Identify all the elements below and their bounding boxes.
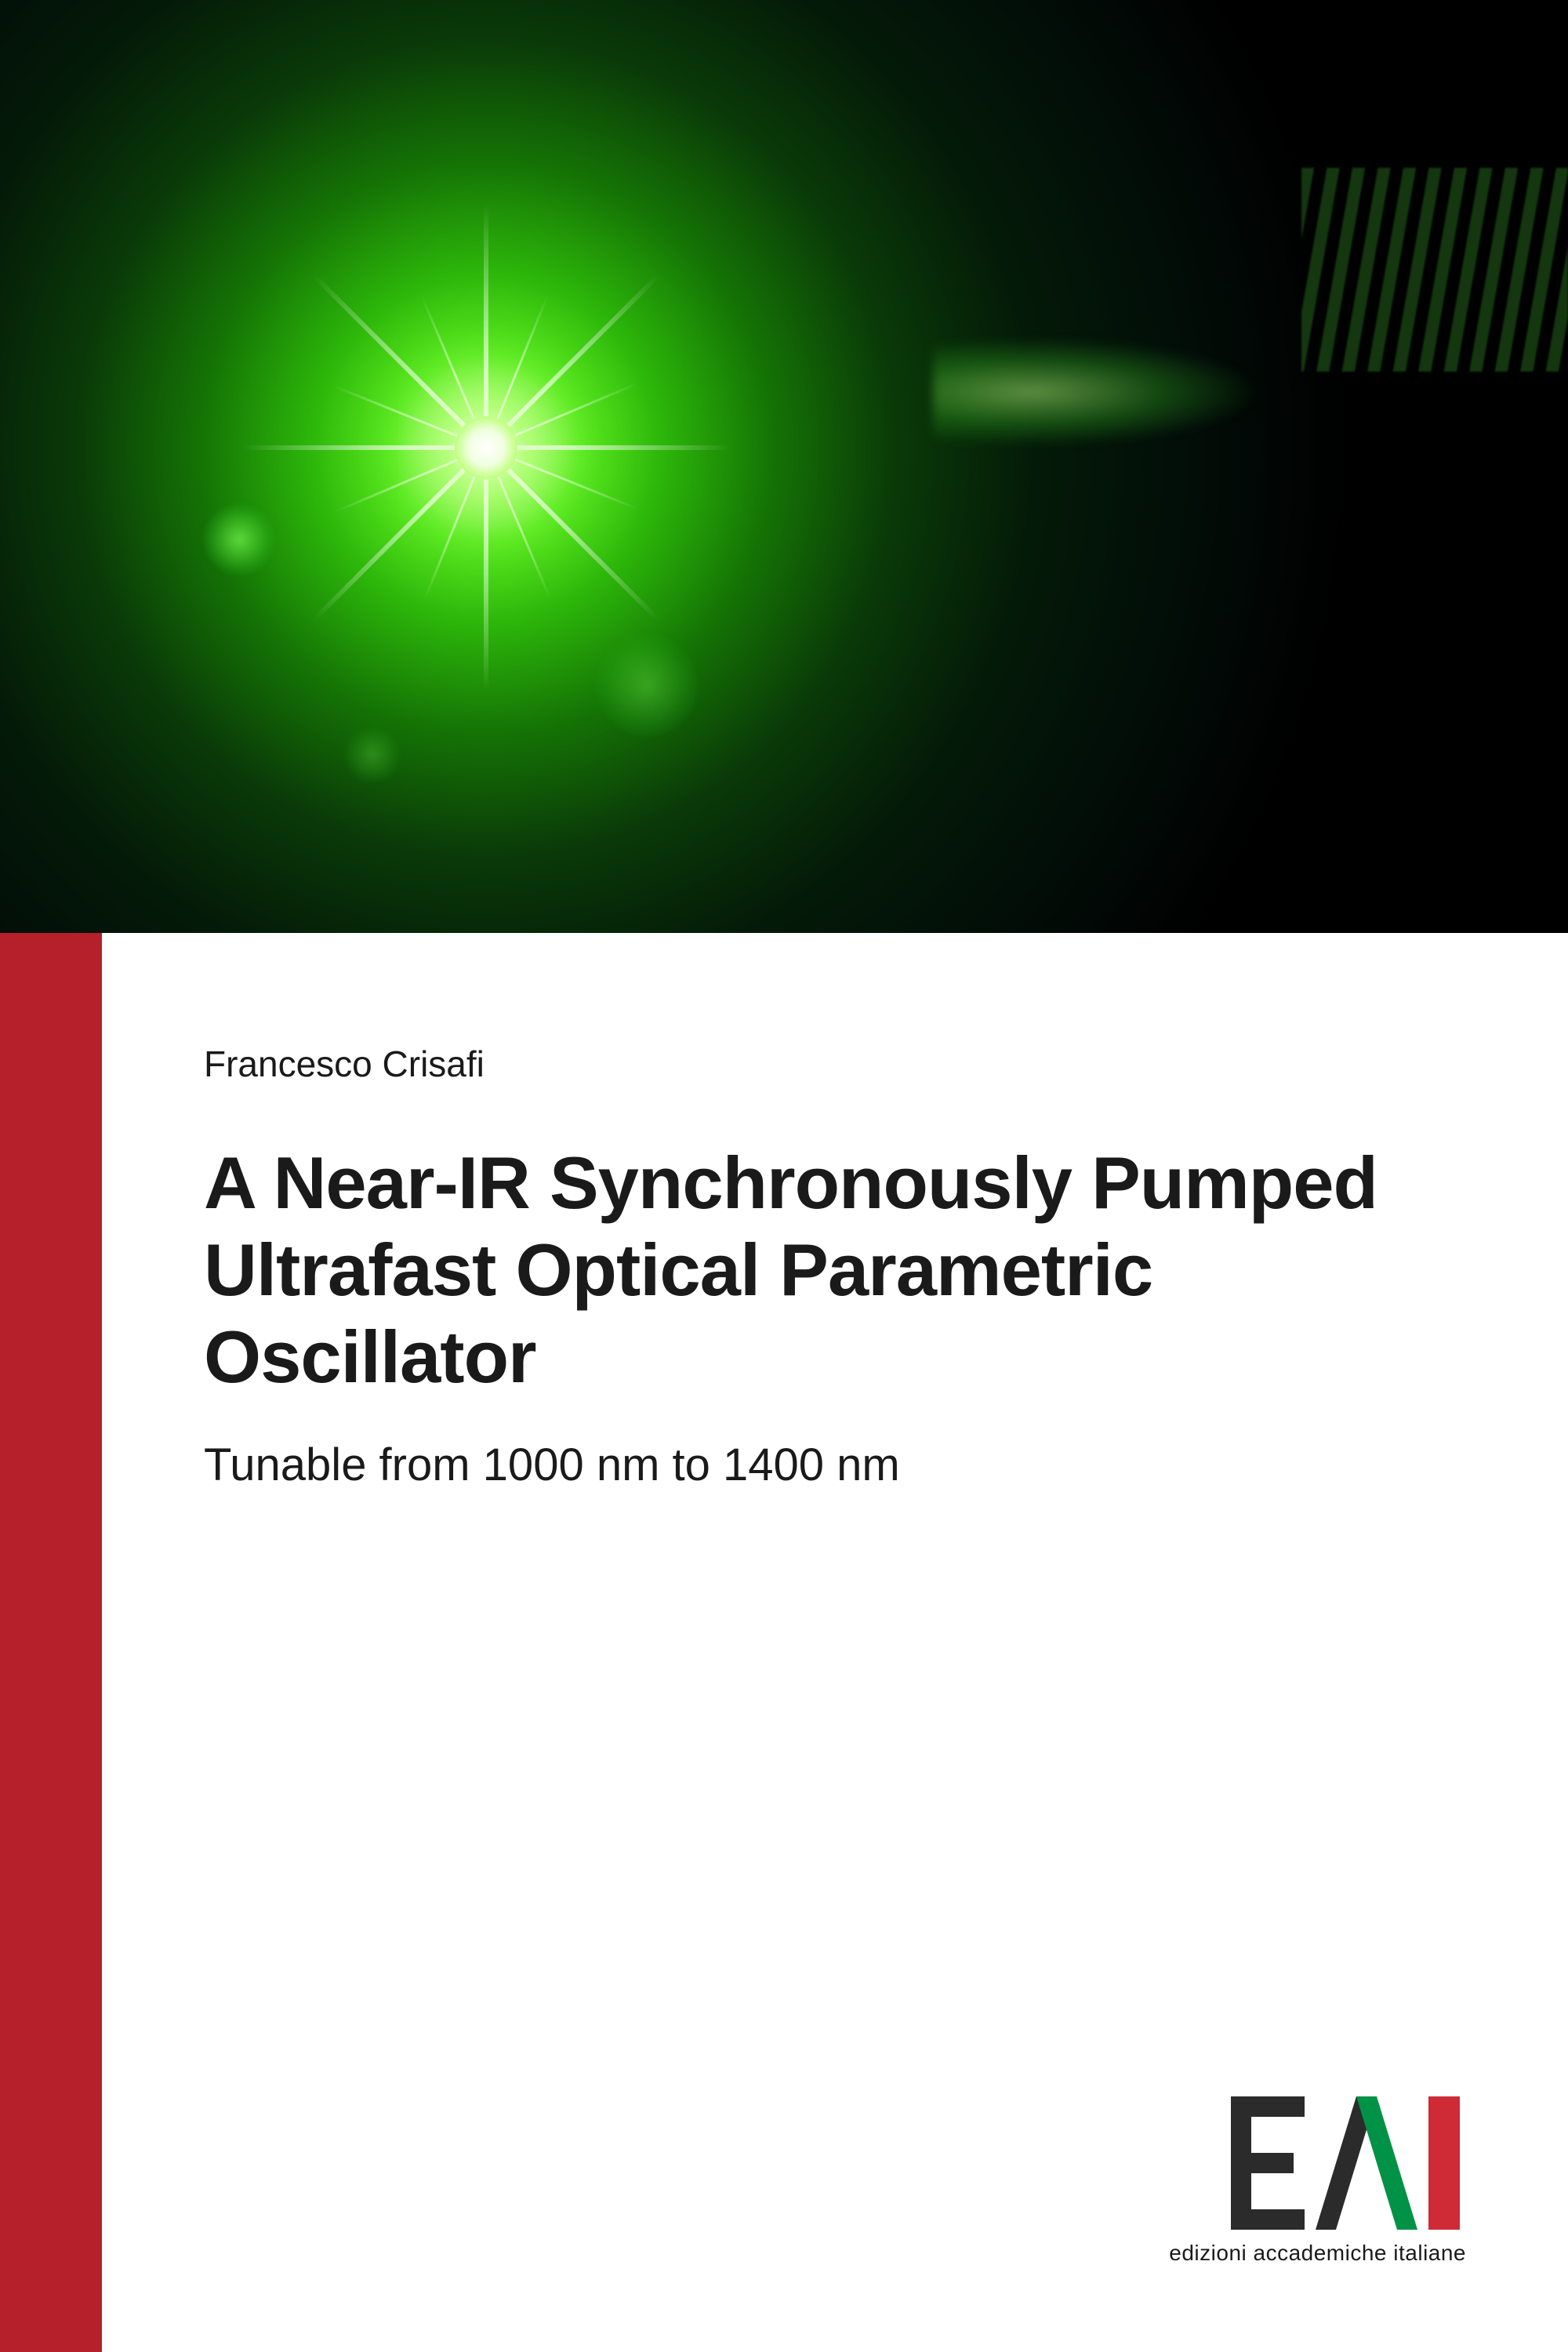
green-spot <box>345 728 400 782</box>
publisher-logo-icon <box>1231 2096 1466 2230</box>
book-subtitle: Tunable from 1000 nm to 1400 nm <box>204 1439 1466 1491</box>
text-panel: Francesco Crisafi A Near-IR Synchronousl… <box>102 933 1568 2352</box>
laser-starburst <box>485 447 487 448</box>
lens-flare-right <box>933 337 1262 447</box>
diffraction-stripes <box>1301 168 1568 372</box>
green-spot <box>204 504 274 575</box>
cover-image <box>0 0 1568 933</box>
book-title: A Near-IR Synchronously Pumped Ultrafast… <box>204 1140 1466 1401</box>
publisher-block: edizioni accademiche italiane <box>1169 2096 1466 2266</box>
publisher-name: edizioni accademiche italiane <box>1169 2241 1466 2266</box>
author-name: Francesco Crisafi <box>204 1043 1466 1085</box>
accent-bar <box>0 933 102 2352</box>
green-spot <box>596 634 698 736</box>
